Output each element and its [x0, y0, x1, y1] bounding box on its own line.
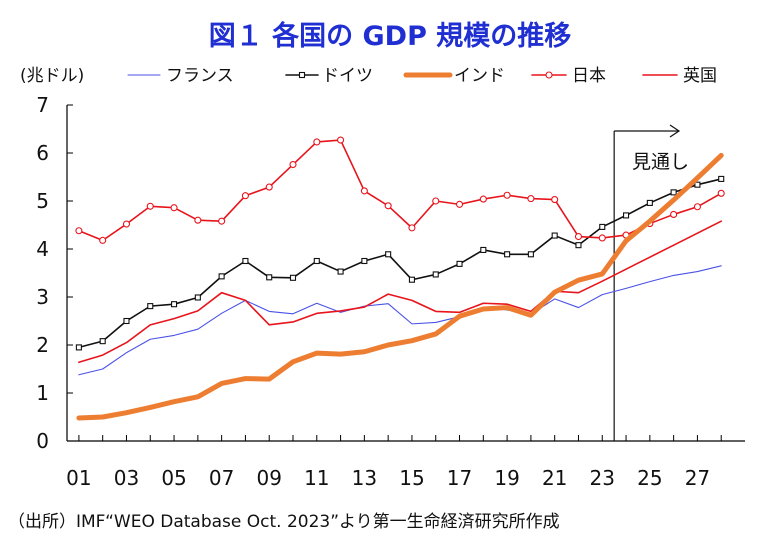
data-point-ドイツ	[599, 223, 606, 230]
data-point-日本	[574, 232, 583, 241]
data-point-日本	[384, 202, 392, 210]
y-tick-label: 5	[36, 189, 49, 213]
projection-label: 見通し	[632, 151, 689, 173]
data-point-日本	[265, 183, 273, 191]
data-point-ドイツ	[289, 274, 297, 281]
data-point-日本	[598, 234, 606, 242]
data-point-ドイツ	[694, 181, 701, 188]
x-tick-label: 17	[447, 466, 472, 490]
legend-marker-日本	[545, 71, 553, 79]
y-axis-label: (兆ドル)	[20, 66, 84, 86]
chart-legend: (兆ドル) フランス ドイツ インド 日本 英国	[20, 66, 717, 86]
y-tick-label: 0	[36, 429, 49, 453]
series-line-フランス	[78, 265, 722, 376]
y-tick-label: 6	[36, 141, 49, 165]
x-tick-label: 15	[399, 466, 424, 490]
data-point-日本	[527, 195, 535, 203]
series-lines	[75, 136, 725, 421]
data-point-ドイツ	[551, 232, 558, 239]
data-point-日本	[337, 136, 345, 144]
data-point-日本	[122, 220, 131, 228]
x-tick-label: 27	[685, 466, 710, 490]
data-point-ドイツ	[408, 276, 415, 283]
axes	[66, 104, 745, 442]
y-tick-label: 2	[36, 333, 49, 357]
data-point-ドイツ	[266, 274, 273, 281]
x-tick-label: 07	[209, 466, 234, 490]
y-tick-label: 1	[36, 381, 49, 405]
data-point-ドイツ	[75, 344, 82, 351]
data-point-日本	[75, 227, 83, 235]
data-point-日本	[432, 197, 440, 205]
data-point-ドイツ	[194, 294, 201, 301]
series-line-インド	[76, 152, 724, 421]
data-point-日本	[360, 187, 368, 195]
series-line-ドイツ	[78, 178, 723, 349]
data-point-日本	[408, 224, 416, 232]
series-line-日本	[78, 139, 723, 242]
x-tick-label: 01	[66, 466, 91, 490]
legend-label-英国: 英国	[683, 66, 717, 86]
data-point-ドイツ	[147, 303, 154, 310]
x-tick-label: 23	[590, 466, 615, 490]
x-tick-label: 21	[542, 466, 567, 490]
data-point-ドイツ	[171, 301, 178, 308]
x-tick-label: 25	[637, 466, 662, 490]
data-point-日本	[717, 189, 725, 197]
x-tick-label: 03	[114, 466, 139, 490]
y-tick-label: 4	[36, 237, 49, 261]
legend-label-ドイツ: ドイツ	[322, 66, 373, 86]
legend-label-インド: インド	[454, 66, 505, 86]
data-point-日本	[313, 138, 321, 146]
data-point-日本	[194, 216, 202, 224]
data-point-ドイツ	[575, 242, 582, 249]
arrow-icon	[669, 124, 681, 138]
y-tick-label: 7	[36, 93, 49, 117]
source-note: （出所）IMF“WEO Database Oct. 2023”より第一生命経済研…	[8, 512, 560, 532]
data-point-ドイツ	[504, 251, 511, 258]
data-point-日本	[170, 204, 178, 212]
data-point-日本	[99, 236, 107, 244]
data-point-ドイツ	[99, 338, 106, 345]
data-point-ドイツ	[337, 268, 344, 275]
data-point-ドイツ	[527, 251, 534, 258]
data-point-日本	[241, 192, 249, 200]
legend-marker-ドイツ	[298, 71, 306, 79]
data-point-ドイツ	[718, 175, 725, 182]
y-tick-label: 3	[36, 285, 49, 309]
x-tick-label: 11	[304, 466, 329, 490]
projection-annotation: 見通し	[613, 124, 689, 441]
data-point-日本	[503, 191, 511, 199]
x-tick-label: 05	[161, 466, 186, 490]
data-point-日本	[693, 203, 701, 211]
data-point-ドイツ	[385, 251, 392, 258]
legend-label-フランス: フランス	[166, 66, 234, 86]
data-point-日本	[670, 210, 678, 218]
data-point-ドイツ	[242, 257, 249, 265]
data-point-ドイツ	[123, 317, 130, 325]
series-line-英国	[78, 220, 723, 364]
chart-title: 図１ 各国の GDP 規模の推移	[208, 21, 572, 52]
data-point-ドイツ	[361, 257, 368, 265]
data-point-日本	[479, 195, 487, 203]
data-point-ドイツ	[623, 212, 630, 219]
x-tick-label: 19	[494, 466, 519, 490]
data-point-ドイツ	[218, 273, 225, 280]
data-point-ドイツ	[646, 199, 653, 206]
data-point-ドイツ	[456, 260, 463, 267]
data-point-日本	[289, 160, 297, 169]
data-point-ドイツ	[670, 189, 677, 196]
data-point-日本	[146, 202, 154, 210]
legend-label-日本: 日本	[572, 66, 606, 86]
data-point-日本	[551, 196, 559, 204]
data-point-日本	[455, 200, 464, 208]
data-point-ドイツ	[313, 257, 320, 265]
data-point-ドイツ	[432, 271, 439, 278]
x-tick-label: 09	[256, 466, 281, 490]
data-point-ドイツ	[480, 246, 487, 254]
x-tick-label: 13	[352, 466, 377, 490]
data-point-日本	[218, 217, 226, 225]
